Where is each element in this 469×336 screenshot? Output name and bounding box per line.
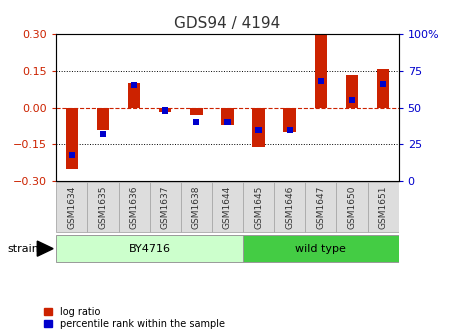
Bar — [69, 152, 75, 158]
FancyBboxPatch shape — [181, 182, 212, 233]
Text: GSM1646: GSM1646 — [285, 185, 294, 229]
Bar — [128, 83, 140, 108]
FancyBboxPatch shape — [336, 182, 368, 233]
Text: GSM1647: GSM1647 — [316, 185, 325, 229]
FancyBboxPatch shape — [305, 182, 336, 233]
FancyBboxPatch shape — [243, 182, 274, 233]
Bar — [131, 82, 137, 88]
FancyBboxPatch shape — [243, 235, 399, 262]
Bar — [287, 127, 293, 133]
Bar — [100, 131, 106, 137]
Text: wild type: wild type — [295, 244, 346, 254]
Bar — [349, 97, 355, 103]
Bar — [318, 78, 324, 84]
Bar — [377, 69, 389, 108]
Text: GSM1650: GSM1650 — [348, 185, 356, 229]
Bar — [380, 81, 386, 87]
FancyBboxPatch shape — [56, 235, 243, 262]
Text: GSM1634: GSM1634 — [68, 185, 76, 229]
Text: GSM1638: GSM1638 — [192, 185, 201, 229]
FancyBboxPatch shape — [150, 182, 181, 233]
Bar — [315, 34, 327, 108]
Text: GSM1637: GSM1637 — [161, 185, 170, 229]
Bar — [190, 108, 203, 115]
Text: GSM1645: GSM1645 — [254, 185, 263, 229]
Text: GSM1644: GSM1644 — [223, 185, 232, 229]
Bar — [283, 108, 296, 132]
Bar — [159, 108, 172, 113]
Bar — [252, 108, 265, 147]
Bar — [162, 108, 168, 114]
Legend: log ratio, percentile rank within the sample: log ratio, percentile rank within the sa… — [42, 305, 227, 331]
FancyBboxPatch shape — [119, 182, 150, 233]
Text: strain: strain — [7, 244, 39, 254]
Bar — [256, 127, 262, 133]
FancyBboxPatch shape — [212, 182, 243, 233]
Bar — [97, 108, 109, 130]
Bar — [346, 76, 358, 108]
Text: BY4716: BY4716 — [129, 244, 171, 254]
FancyBboxPatch shape — [368, 182, 399, 233]
Polygon shape — [38, 241, 53, 256]
Text: GSM1651: GSM1651 — [378, 185, 387, 229]
FancyBboxPatch shape — [274, 182, 305, 233]
Bar — [221, 108, 234, 125]
Bar — [224, 119, 231, 125]
FancyBboxPatch shape — [87, 182, 119, 233]
Title: GDS94 / 4194: GDS94 / 4194 — [174, 16, 280, 31]
Bar — [193, 119, 199, 125]
Bar — [66, 108, 78, 169]
FancyBboxPatch shape — [56, 182, 87, 233]
Text: GSM1636: GSM1636 — [129, 185, 139, 229]
Text: GSM1635: GSM1635 — [98, 185, 107, 229]
